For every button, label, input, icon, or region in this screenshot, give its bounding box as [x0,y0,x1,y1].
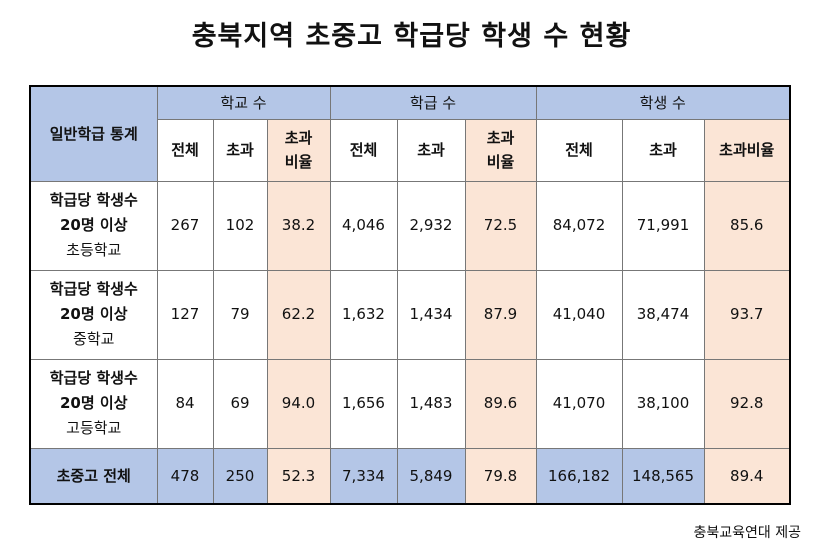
cell-school-ratio: 62.2 [266,269,331,360]
row-header-high: 학급당 학생수 20명 이상 고등학교 [29,358,158,449]
cell-class-total: 1,656 [329,358,398,449]
cell-student-ratio: 89.4 [703,447,791,505]
cell-school-total: 84 [156,358,214,449]
cell-student-ratio: 93.7 [703,269,791,360]
cell-school-ratio: 52.3 [266,447,331,505]
cell-class-over: 1,483 [396,358,466,449]
cell-school-total: 127 [156,269,214,360]
subheader-class-ratio: 초과비율 [464,118,537,182]
cell-school-ratio: 94.0 [266,358,331,449]
cell-student-over: 38,100 [621,358,705,449]
subheader-school-total: 전체 [156,118,214,182]
cell-class-ratio: 72.5 [464,180,537,271]
table-row: 학급당 학생수 20명 이상 중학교 127 79 62.2 1,632 1,4… [29,269,791,360]
cell-student-total: 166,182 [535,447,623,505]
page-title: 충북지역 초중고 학급당 학생 수 현황 [191,21,632,52]
cell-student-over: 148,565 [621,447,705,505]
row-header-elementary: 학급당 학생수 20명 이상 초등학교 [29,180,158,271]
subheader-student-ratio: 초과비율 [703,118,791,182]
subheader-school-ratio: 초과비율 [266,118,331,182]
cell-student-total: 41,040 [535,269,623,360]
corner-header: 일반학급 통계 [29,85,158,182]
cell-class-total: 7,334 [329,447,398,505]
cell-student-total: 84,072 [535,180,623,271]
cell-school-total: 267 [156,180,214,271]
group-header-classes: 학급 수 [329,85,537,120]
cell-school-over: 102 [212,180,268,271]
group-header-students: 학생 수 [535,85,791,120]
cell-school-over: 79 [212,269,268,360]
cell-student-over: 71,991 [621,180,705,271]
cell-school-over: 69 [212,358,268,449]
cell-student-over: 38,474 [621,269,705,360]
subheader-student-total: 전체 [535,118,623,182]
row-header-total: 초중고 전체 [29,447,158,505]
cell-class-total: 4,046 [329,180,398,271]
cell-class-total: 1,632 [329,269,398,360]
cell-student-ratio: 85.6 [703,180,791,271]
cell-school-total: 478 [156,447,214,505]
cell-class-ratio: 89.6 [464,358,537,449]
cell-class-ratio: 87.9 [464,269,537,360]
table-row: 학급당 학생수 20명 이상 초등학교 267 102 38.2 4,046 2… [29,180,791,271]
cell-student-total: 41,070 [535,358,623,449]
subheader-class-total: 전체 [329,118,398,182]
subheader-student-over: 초과 [621,118,705,182]
subheader-class-over: 초과 [396,118,466,182]
table-total-row: 초중고 전체 478 250 52.3 7,334 5,849 79.8 166… [29,447,791,505]
cell-student-ratio: 92.8 [703,358,791,449]
cell-class-over: 5,849 [396,447,466,505]
stats-table: 일반학급 통계 학교 수 학급 수 학생 수 전체 초과 초과비율 전체 초과 … [29,85,791,505]
group-header-schools: 학교 수 [156,85,331,120]
cell-school-over: 250 [212,447,268,505]
cell-class-over: 1,434 [396,269,466,360]
table-row: 학급당 학생수 20명 이상 고등학교 84 69 94.0 1,656 1,4… [29,358,791,449]
source-credit: 충북교육연대 제공 [693,525,802,541]
row-header-middle: 학급당 학생수 20명 이상 중학교 [29,269,158,360]
cell-class-over: 2,932 [396,180,466,271]
subheader-school-over: 초과 [212,118,268,182]
cell-class-ratio: 79.8 [464,447,537,505]
cell-school-ratio: 38.2 [266,180,331,271]
